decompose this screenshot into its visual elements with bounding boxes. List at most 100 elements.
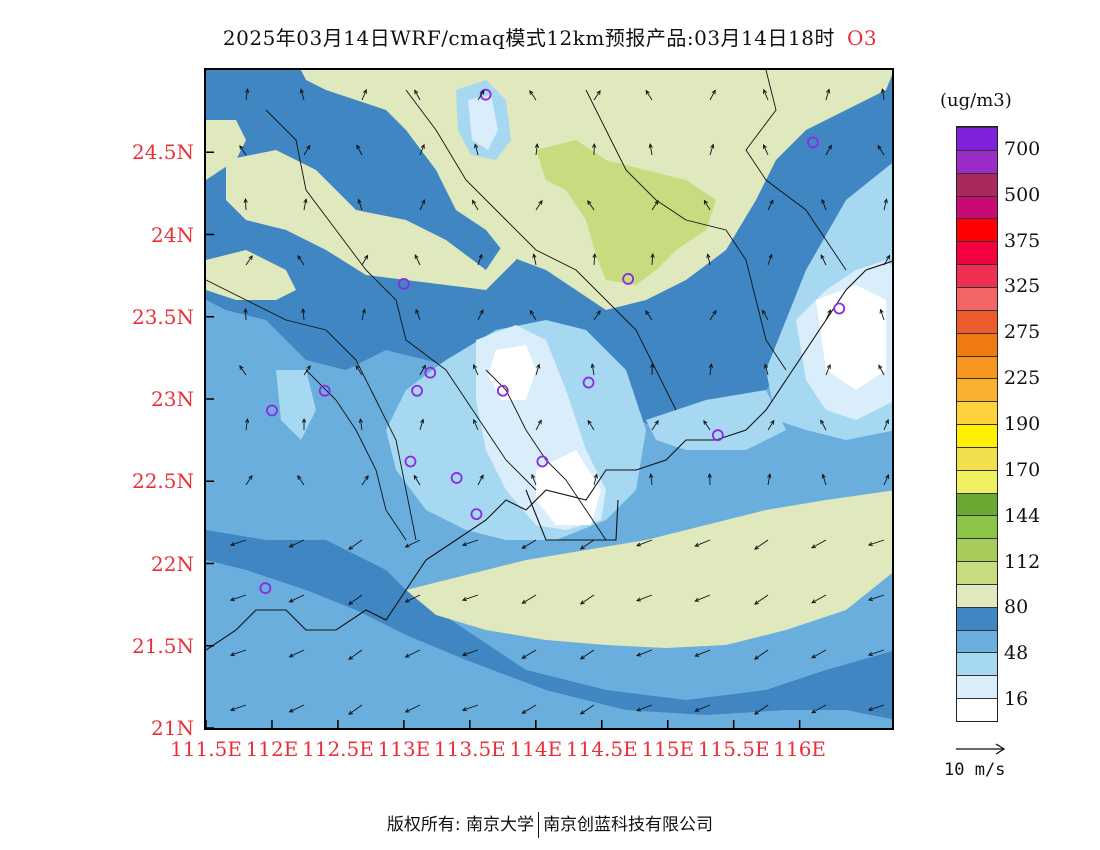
- wind-arrow: [348, 649, 363, 660]
- wind-arrow: [754, 649, 769, 660]
- wind-arrow: [820, 254, 827, 266]
- wind-arrow: [461, 704, 479, 712]
- wind-arrow: [477, 309, 484, 321]
- wind-arrow: [413, 474, 421, 486]
- wind-arrow: [301, 308, 306, 321]
- wind-arrow: [592, 252, 597, 266]
- colorbar-cell: [957, 241, 997, 265]
- wind-vectors: [229, 88, 891, 715]
- colorbar-cell: [957, 309, 997, 333]
- wind-arrow: [811, 649, 827, 659]
- wind-arrow: [825, 144, 832, 156]
- green-area-west-lobe: [206, 120, 246, 180]
- wind-arrow: [878, 364, 885, 376]
- wind-arrow: [650, 252, 655, 266]
- lat-tick-label: 22N: [151, 551, 194, 576]
- colorbar-cell: [957, 424, 997, 447]
- wind-arrow: [419, 143, 425, 156]
- wind-arrow: [880, 88, 886, 101]
- colorbar-cell: [957, 355, 997, 379]
- colorbar-cell: [957, 218, 997, 242]
- colorbar-label: 500: [1004, 183, 1041, 206]
- colorbar-cell: [957, 172, 997, 196]
- lon-tick-label: 114E: [509, 737, 563, 761]
- footer-separator: [538, 812, 540, 838]
- wind-arrow: [473, 143, 479, 156]
- wind-arrow: [821, 198, 827, 211]
- monitoring-stations: [259, 88, 846, 595]
- wind-arrow: [244, 88, 250, 101]
- green-area-south: [406, 490, 892, 648]
- wind-arrow: [348, 704, 363, 715]
- white-spot-south: [536, 450, 601, 525]
- lon-tick-label: 115E: [641, 737, 695, 761]
- wind-arrow: [694, 539, 711, 547]
- lon-tick-label: 114.5E: [565, 737, 638, 761]
- lat-tick-label: 23.5N: [131, 304, 194, 329]
- wind-arrow: [767, 199, 774, 211]
- wind-arrow: [245, 474, 253, 486]
- wind-arrow: [767, 253, 773, 266]
- station-marker: [470, 508, 483, 521]
- white-core-north: [468, 95, 498, 150]
- wind-arrow: [521, 704, 537, 714]
- wind-arrow: [703, 420, 711, 431]
- wind-arrow: [709, 89, 716, 101]
- colorbar-cell: [957, 378, 997, 402]
- wind-arrow: [477, 89, 485, 101]
- wind-arrow: [636, 594, 653, 602]
- lon-tick-label: 116E: [773, 737, 827, 761]
- colorbar-cell: [957, 469, 997, 493]
- footer-left: 版权所有: 南京大学: [386, 815, 535, 835]
- lon-tick-label: 112.5E: [301, 737, 374, 761]
- wind-arrow: [651, 199, 659, 211]
- concentration-map: [206, 70, 892, 728]
- green-darker-patch: [541, 145, 581, 170]
- lon-tick-label: 113.5E: [433, 737, 506, 761]
- wind-arrow: [867, 704, 885, 712]
- lon-tick-label: 111.5E: [170, 737, 242, 761]
- admin-boundary: [405, 89, 677, 411]
- wind-reference-label: 10 m/s: [944, 760, 1006, 780]
- wind-arrow: [811, 594, 827, 604]
- wind-reference-arrow: [956, 743, 1006, 755]
- wind-arrow: [651, 420, 659, 431]
- wind-arrow: [883, 198, 888, 211]
- wind-arrow: [521, 539, 537, 549]
- wind-arrow: [288, 539, 305, 548]
- wind-arrow: [593, 90, 601, 101]
- wind-arrow: [579, 539, 595, 550]
- colorbar-label: 16: [1004, 688, 1029, 711]
- station-marker: [536, 455, 549, 468]
- wind-arrow: [820, 419, 827, 431]
- station-marker: [318, 384, 331, 397]
- admin-boundary: [206, 279, 417, 541]
- wind-arrow: [288, 704, 305, 713]
- wind-arrow: [415, 308, 421, 321]
- wind-arrow: [587, 200, 595, 211]
- wind-arrow: [472, 363, 479, 376]
- wind-arrow: [579, 594, 595, 605]
- wind-arrow: [461, 539, 479, 547]
- colorbar-cell: [957, 561, 997, 584]
- wind-arrow: [303, 365, 311, 376]
- station-marker: [404, 455, 417, 468]
- admin-boundary: [745, 70, 847, 271]
- colorbar-cell: [957, 195, 997, 219]
- coastline: [206, 260, 892, 651]
- colorbar-cell: [957, 149, 997, 173]
- colorbar-cell: [957, 675, 997, 699]
- wind-arrow: [645, 89, 653, 101]
- wind-arrow: [590, 363, 595, 376]
- colorbar-label: 325: [1004, 275, 1041, 298]
- wind-arrow: [867, 539, 885, 547]
- admin-boundary: [305, 369, 407, 541]
- colorbar: [956, 126, 998, 722]
- wind-arrow: [303, 198, 308, 211]
- map-panel: [204, 68, 894, 730]
- wind-arrow: [694, 649, 711, 657]
- lat-tick-label: 24.5N: [131, 140, 194, 165]
- wind-arrow: [297, 475, 305, 486]
- station-marker: [479, 88, 492, 101]
- wind-arrow: [579, 704, 595, 715]
